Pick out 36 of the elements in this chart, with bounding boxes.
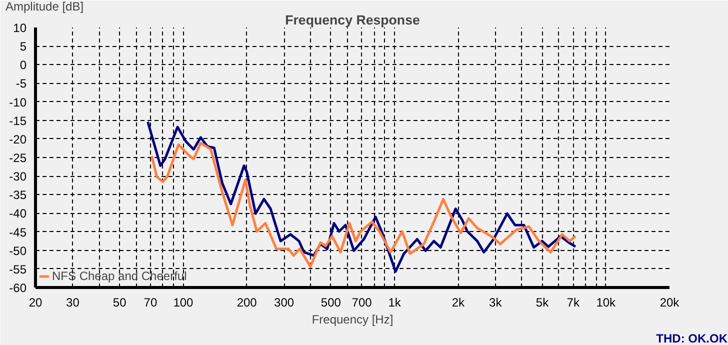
x-tick-label: 700 (352, 296, 372, 310)
x-tick-label: 500 (320, 296, 342, 310)
legend-label: NFS Cheap and Cheerful (52, 269, 187, 283)
y-tick-label: -30 (9, 170, 27, 184)
y-tick-label: -20 (9, 132, 27, 146)
x-tick-label: 50 (112, 296, 127, 310)
x-tick-label: 2k (452, 296, 466, 310)
y-tick-label: -15 (9, 114, 27, 128)
y-tick-label: -5 (16, 76, 27, 91)
x-tick-label: 3k (489, 296, 503, 310)
x-tick-label: 200 (236, 296, 258, 310)
y-axis-title: Amplitude [dB] (6, 0, 84, 14)
y-tick-label: -60 (9, 281, 27, 295)
y-tick-label: -35 (9, 188, 27, 202)
x-tick-label: 30 (66, 296, 80, 310)
y-tick-label: -40 (9, 206, 27, 221)
x-tick-label: 5k (536, 296, 550, 310)
x-tick-label: 1k (388, 296, 402, 310)
text: THD: OK.OK (656, 332, 728, 345)
x-tick-label: 300 (274, 296, 294, 310)
y-tick-label: -50 (9, 244, 27, 258)
y-tick-label: -45 (9, 225, 27, 240)
x-tick-label: 10k (596, 296, 617, 310)
x-tick-label: 70 (144, 296, 158, 310)
y-tick-label: 10 (13, 21, 27, 35)
x-tick-label: 20 (28, 296, 42, 310)
y-tick-label: -25 (9, 151, 27, 165)
y-tick-label: -55 (9, 262, 27, 276)
chart-title: Frequency Response (285, 12, 420, 28)
x-axis-title: Frequency [Hz] (312, 312, 394, 326)
y-tick-label: -10 (9, 95, 27, 110)
x-tick-label: 20k (660, 296, 680, 310)
y-tick-label: 0 (20, 58, 27, 72)
x-tick-label: 7k (566, 296, 580, 310)
y-tick-label: 5 (20, 40, 27, 54)
x-tick-label: 100 (173, 296, 194, 310)
